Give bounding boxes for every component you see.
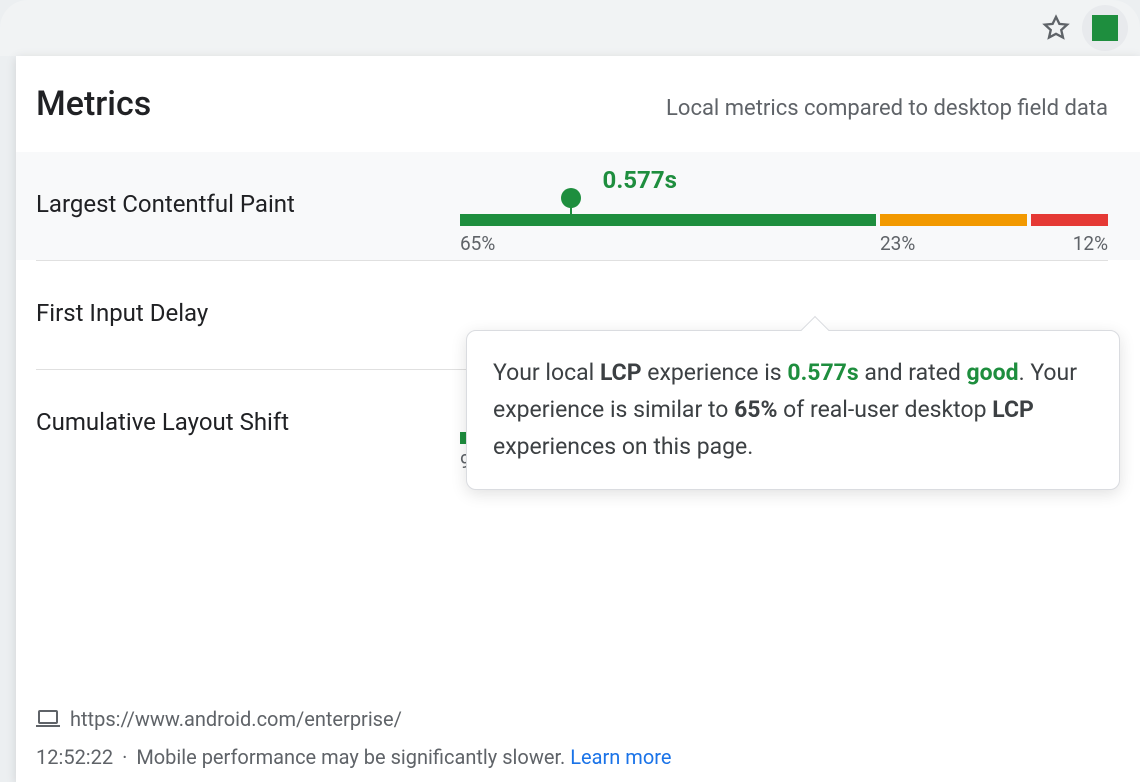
learn-more-link[interactable]: Learn more xyxy=(570,745,671,769)
profile-color-square xyxy=(1092,15,1118,41)
marker-dot-icon xyxy=(561,188,581,208)
metric-tooltip: Your local LCP experience is 0.577s and … xyxy=(466,330,1120,490)
segment-label: 65% xyxy=(460,232,876,255)
tooltip-metric-abbrev: LCP xyxy=(600,359,642,386)
footer-note-line: 12:52:22 · Mobile performance may be sig… xyxy=(36,738,1108,776)
dot-separator: · xyxy=(122,745,127,769)
browser-toolbar xyxy=(0,0,1140,56)
metric-vis-lcp: 0.577s 65% 23% 12% xyxy=(460,182,1108,226)
metric-value-lcp: 0.577s xyxy=(603,166,677,194)
panel-subtitle: Local metrics compared to desktop field … xyxy=(666,96,1108,121)
tooltip-percent: 65% xyxy=(734,396,777,423)
panel-header: Metrics Local metrics compared to deskto… xyxy=(36,84,1108,124)
tooltip-text: experience is xyxy=(642,359,788,386)
metric-vis-fid xyxy=(460,291,1108,335)
metric-label-cls: Cumulative Layout Shift xyxy=(36,408,436,436)
laptop-icon xyxy=(36,710,60,728)
panel-footer: https://www.android.com/enterprise/ 12:5… xyxy=(36,700,1108,776)
footer-url-line: https://www.android.com/enterprise/ xyxy=(36,700,1108,738)
marker-lcp xyxy=(570,200,572,226)
segment-label: 23% xyxy=(880,232,1027,255)
segment-poor xyxy=(1031,214,1108,226)
footer-note: Mobile performance may be significantly … xyxy=(136,745,565,769)
metric-label-lcp: Largest Contentful Paint xyxy=(36,190,436,218)
segment-good xyxy=(460,214,876,226)
panel-title: Metrics xyxy=(36,84,151,124)
footer-url: https://www.android.com/enterprise/ xyxy=(70,700,402,738)
tooltip-metric-abbrev: LCP xyxy=(992,396,1034,423)
tooltip-text: of real-user desktop xyxy=(777,396,992,423)
metric-label-fid: First Input Delay xyxy=(36,299,436,327)
web-vitals-panel: Metrics Local metrics compared to deskto… xyxy=(16,56,1140,782)
tooltip-text: Your local xyxy=(493,359,600,386)
segment-needs-improvement xyxy=(880,214,1027,226)
tooltip-text: and rated xyxy=(859,359,967,386)
footer-time: 12:52:22 xyxy=(36,745,113,769)
tooltip-value: 0.577s xyxy=(787,359,858,386)
bookmark-star-icon[interactable] xyxy=(1042,14,1070,42)
segment-labels-lcp: 65% 23% 12% xyxy=(460,232,1108,255)
segment-label: 12% xyxy=(1031,232,1108,255)
tooltip-rating: good xyxy=(967,359,1019,386)
metric-row-lcp[interactable]: Largest Contentful Paint 0.577s 65% 23% … xyxy=(16,152,1140,260)
tooltip-text: experiences on this page. xyxy=(493,433,753,460)
metric-bar-lcp xyxy=(460,214,1108,226)
profile-avatar[interactable] xyxy=(1082,5,1128,51)
